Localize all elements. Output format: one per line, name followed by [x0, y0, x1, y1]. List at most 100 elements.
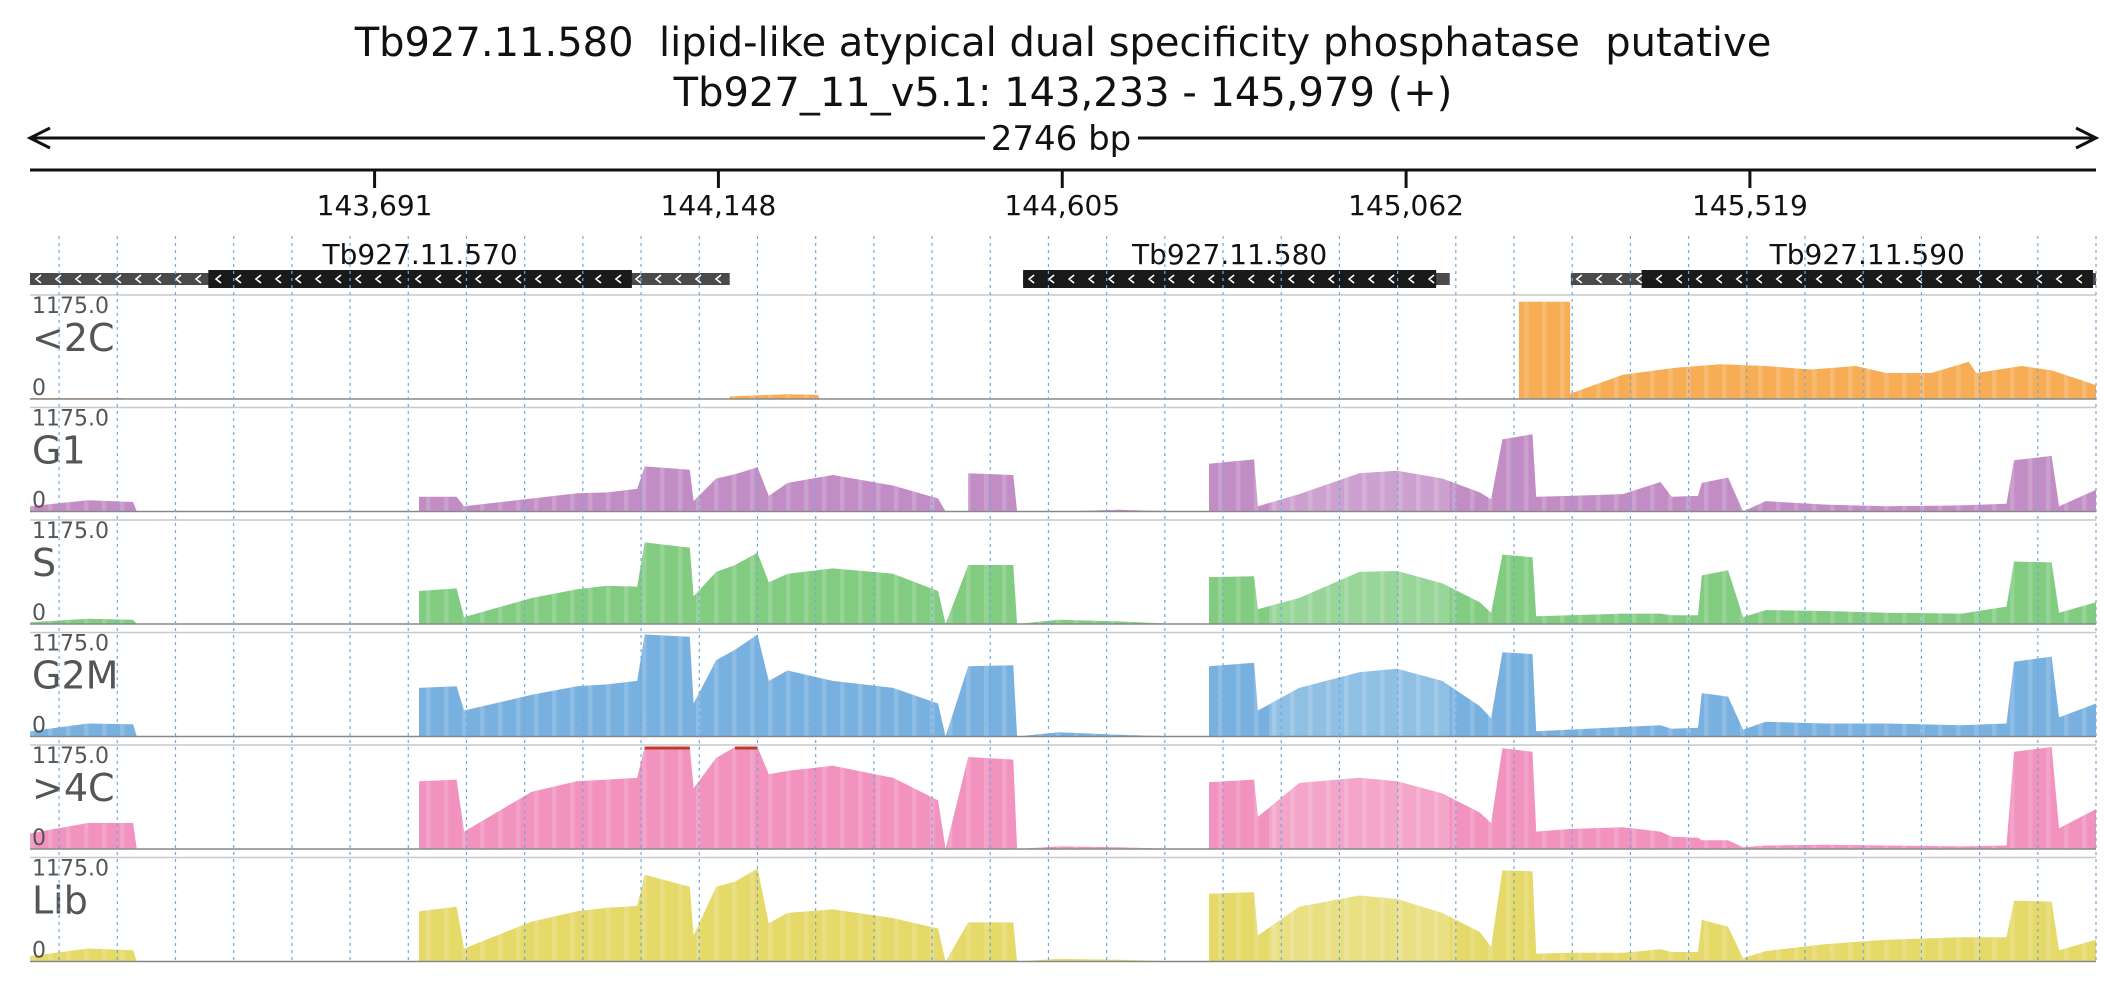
- coverage-bin: [1056, 301, 1061, 399]
- coverage-bin: [1650, 747, 1655, 849]
- coverage-bin: [1632, 747, 1637, 849]
- coverage-bin: [1434, 542, 1439, 624]
- coverage-bin: [678, 868, 683, 962]
- coverage-bin: [1974, 868, 1979, 962]
- coverage-bin: [1794, 542, 1799, 624]
- coverage-bin: [1524, 634, 1529, 737]
- coverage-bin: [1038, 434, 1043, 512]
- coverage-bin: [876, 634, 881, 737]
- coverage-bin: [2082, 434, 2087, 512]
- coverage-bin: [1632, 634, 1637, 737]
- coverage-bin: [768, 434, 773, 512]
- coverage-bin: [2064, 868, 2069, 962]
- coverage-bin: [1974, 301, 1979, 399]
- coverage-bin: [750, 868, 755, 962]
- coverage-bin: [1758, 747, 1763, 849]
- coverage-bin: [1308, 301, 1313, 399]
- coverage-bin: [1146, 434, 1151, 512]
- coverage-bin: [1866, 747, 1871, 849]
- coverage-bin: [462, 747, 467, 849]
- coverage-bin: [1974, 434, 1979, 512]
- axis-tick-label: 143,691: [317, 189, 433, 222]
- coverage-bin: [894, 868, 899, 962]
- coverage-bin: [1380, 434, 1385, 512]
- coverage-bin: [156, 542, 161, 624]
- coverage-bin: [1560, 301, 1565, 399]
- coverage-bin: [354, 747, 359, 849]
- coverage-bin: [174, 434, 179, 512]
- coverage-bin: [570, 634, 575, 737]
- coverage-bin: [2010, 634, 2015, 737]
- coverage-bin: [1020, 747, 1025, 849]
- coverage-bin: [822, 542, 827, 624]
- coverage-bin: [624, 868, 629, 962]
- coverage-bin: [1866, 434, 1871, 512]
- coverage-bin: [1956, 747, 1961, 849]
- coverage-bin: [534, 634, 539, 737]
- coverage-bin: [390, 747, 395, 849]
- coverage-track: [30, 406, 2096, 513]
- coverage-bin: [1092, 434, 1097, 512]
- coverage-bin: [1398, 301, 1403, 399]
- coverage-bin: [1200, 542, 1205, 624]
- coverage-bin-bands: [30, 542, 2087, 624]
- coverage-bin: [444, 542, 449, 624]
- coverage-bin: [1146, 747, 1151, 849]
- coverage-bin: [966, 301, 971, 399]
- coverage-bin: [1560, 434, 1565, 512]
- coverage-bin: [588, 868, 593, 962]
- coverage-bin: [552, 301, 557, 399]
- coverage-bin: [1398, 868, 1403, 962]
- coverage-bin: [1974, 634, 1979, 737]
- coverage-bin: [606, 542, 611, 624]
- coverage-bin: [1002, 868, 1007, 962]
- track-max-label: 1175.0: [32, 632, 109, 657]
- coverage-bin: [354, 301, 359, 399]
- coverage-highlight: [1269, 542, 1450, 624]
- coverage-bin: [732, 868, 737, 962]
- coverage-bin: [1362, 542, 1367, 624]
- coverage-bin: [246, 301, 251, 399]
- coverage-bin: [1578, 634, 1583, 737]
- coverage-bin: [948, 634, 953, 737]
- coverage-bin: [1578, 542, 1583, 624]
- coverage-bin: [822, 868, 827, 962]
- coverage-bin: [714, 634, 719, 737]
- coverage-bin: [246, 634, 251, 737]
- coverage-bin: [336, 868, 341, 962]
- coverage-bin: [300, 747, 305, 849]
- coverage-bin: [1398, 747, 1403, 849]
- coverage-bin: [1902, 542, 1907, 624]
- coverage-bin: [426, 434, 431, 512]
- coverage-bin: [1650, 301, 1655, 399]
- coverage-bin: [1110, 747, 1115, 849]
- coverage-bin: [840, 434, 845, 512]
- coverage-bin: [228, 747, 233, 849]
- coverage-bin: [606, 747, 611, 849]
- coverage-bin: [1560, 747, 1565, 849]
- coverage-bin: [318, 868, 323, 962]
- coverage-bin: [1128, 301, 1133, 399]
- coverage-bin: [1596, 747, 1601, 849]
- coverage-bin: [1434, 868, 1439, 962]
- coverage-bin: [1524, 542, 1529, 624]
- coverage-bin: [1938, 542, 1943, 624]
- coverage-bin: [1416, 868, 1421, 962]
- coverage-bin: [2010, 301, 2015, 399]
- coverage-bin: [318, 747, 323, 849]
- coverage-bin: [462, 301, 467, 399]
- coverage-bin: [2010, 747, 2015, 849]
- coverage-bin: [1740, 434, 1745, 512]
- coverage-bin: [192, 434, 197, 512]
- coverage-bin: [1020, 868, 1025, 962]
- coverage-bin: [1920, 747, 1925, 849]
- coverage-bin: [876, 301, 881, 399]
- coverage-bin-bands: [30, 434, 2087, 512]
- coverage-bin: [336, 747, 341, 849]
- coverage-bin: [282, 868, 287, 962]
- coverage-bin: [1074, 747, 1079, 849]
- coverage-bin: [732, 747, 737, 849]
- coverage-bin: [1092, 747, 1097, 849]
- coverage-bin: [1740, 301, 1745, 399]
